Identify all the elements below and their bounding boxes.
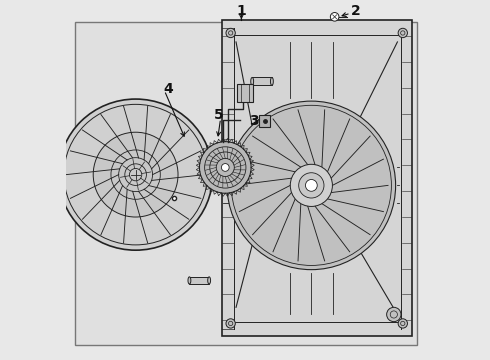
Circle shape [227, 101, 395, 270]
Bar [237, 84, 253, 102]
Bar [259, 115, 270, 127]
Text: 3: 3 [249, 114, 259, 128]
Circle shape [199, 141, 251, 193]
Circle shape [398, 28, 408, 38]
Circle shape [226, 319, 235, 328]
Circle shape [330, 13, 339, 21]
Bar [221, 21, 412, 336]
Bar [190, 277, 209, 284]
Ellipse shape [58, 99, 213, 250]
Circle shape [226, 28, 235, 38]
Bar [252, 77, 272, 85]
Text: 1: 1 [237, 4, 246, 18]
Ellipse shape [251, 77, 254, 85]
Text: 5: 5 [214, 108, 224, 122]
Circle shape [299, 173, 324, 198]
Text: 4: 4 [163, 82, 173, 95]
Circle shape [290, 164, 332, 206]
Circle shape [305, 180, 317, 191]
Ellipse shape [93, 132, 178, 217]
Ellipse shape [270, 77, 273, 85]
Ellipse shape [208, 277, 211, 284]
Circle shape [387, 307, 401, 321]
Ellipse shape [188, 277, 191, 284]
Circle shape [398, 319, 408, 328]
Circle shape [221, 163, 229, 171]
Text: 2: 2 [351, 4, 361, 18]
